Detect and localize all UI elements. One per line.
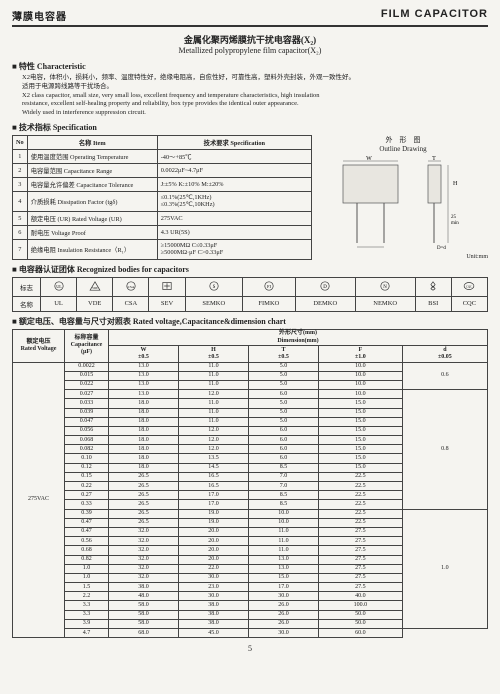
spec-row: 6 耐电压 Voltage Proof 4.3 UR(5S) [13,225,312,239]
body-logo-SEMKO: S [185,277,242,296]
body-logo-BSI [415,277,451,296]
bodies-row-name: 名称 [13,296,41,311]
section-dimension: 额定电压、电容量与尺寸对照表 Rated voltage,Capacitance… [12,316,488,327]
spec-row: 3 电容量允许偏差 Capacitance Tolerance J:±5% K:… [13,177,312,191]
svg-text:CSA: CSA [127,285,134,289]
body-logo-CQC: CQC [451,277,487,296]
svg-text:min: min [451,221,459,226]
svg-text:S: S [212,285,215,290]
page-number: 5 [12,644,488,653]
section-specification: 技术指标 Specification [12,122,488,133]
dim-col: F±1.0 [319,346,403,362]
characteristic-text: X2电容，体积小，损耗小，频率、温度特性好，绝缘电阻高，自愈性好，可靠性高，塑料… [12,74,488,118]
body-name: NEMKO [355,296,415,311]
section-bodies: 电容器认证团体 Recognized bodies for capacitors [12,264,488,275]
char-line: 适用于电源跨线路等干扰场合。 [22,83,488,92]
body-logo-SEV [149,277,185,296]
bodies-table: 标志 ULVDECSASFIDNCQC 名称 ULVDECSASEVSEMKOF… [12,277,488,312]
dim-col: H±0.5 [179,346,249,362]
header-left: 薄膜电容器 [12,8,67,23]
drawing-title-cn: 外 形 图 [386,136,421,144]
body-logo-NEMKO: N [355,277,415,296]
svg-text:CQC: CQC [467,285,473,288]
outline-drawing: 外 形 图Outline Drawing W F H T 25 min D=d … [318,135,488,260]
body-name: FIMKO [242,296,295,311]
dim-row: 4.768.045.030.060.0 [13,629,488,638]
body-logo-CSA: CSA [113,277,149,296]
spec-row: 7 绝缘电阻 Insulation Resistance（R₁） ≥15000M… [13,239,312,259]
body-name: UL [41,296,77,311]
char-line: X2 class capacitor, small size, very sma… [22,92,488,101]
drawing-unit: Unit:mm [318,254,488,260]
dim-col: W±0.5 [109,346,179,362]
body-name: VDE [77,296,113,311]
body-logo-FIMKO: FI [242,277,295,296]
spec-col-item: 名称 Item [27,135,157,149]
label-d: D=d [437,246,446,250]
dim-row: 0.3926.519.010.022.51.0 [13,509,488,518]
drawing-title-en: Outline Drawing [379,145,426,153]
spec-row: 1 使用温度范围 Operating Temperature -40～+85℃ [13,149,312,163]
dimension-table: 额定电压Rated Voltage 标称容量Capacitance(μF) 外形… [12,329,488,638]
svg-text:FI: FI [267,284,271,289]
dim-col: T±0.5 [249,346,319,362]
label-t: T [432,156,436,162]
body-name: CQC [451,296,487,311]
char-line: resistance, excellent self-healing prope… [22,100,488,109]
dim-head-cap: 标称容量Capacitance(μF) [65,329,109,362]
spec-col-no: No [13,135,28,149]
svg-text:N: N [383,285,387,290]
body-name: SEMKO [185,296,242,311]
svg-text:VDE: VDE [92,287,98,290]
spec-table: No 名称 Item 技术要求 Specification 1 使用温度范围 O… [12,135,312,260]
page-header: 薄膜电容器 FILM CAPACITOR [12,8,488,27]
label-w: W [366,156,372,162]
bodies-row-mark: 标志 [13,277,41,296]
body-logo-VDE: VDE [77,277,113,296]
body-name: CSA [113,296,149,311]
dim-col: d±0.05 [402,346,487,362]
char-line: Widely used in interference suppression … [22,109,488,118]
title-en: Metallized polypropylene film capacitor(… [12,46,488,55]
body-name: DEMKO [295,296,355,311]
svg-text:D: D [324,285,328,290]
spec-row: 2 电容量范围 Capacitance Range 0.0022μF~4.7μF [13,163,312,177]
dim-head-group: 外形尺寸(mm)Dimension(mm) [109,329,488,345]
section-characteristic: 特性 Characteristic [12,61,488,72]
body-logo-DEMKO: D [295,277,355,296]
char-line: X2电容，体积小，损耗小，频率、温度特性好，绝缘电阻高，自愈性好，可靠性高，塑料… [22,74,488,83]
label-lead: 25 [451,215,457,220]
dim-rated: 275VAC [13,362,65,638]
label-h: H [453,181,458,187]
dim-head-rv: 额定电压Rated Voltage [13,329,65,362]
spec-row: 5 额定电压 (UR) Rated Voltage (UR) 275VAC [13,211,312,225]
header-right: FILM CAPACITOR [381,8,488,23]
body-name: BSI [415,296,451,311]
title-cn: 金属化聚丙烯膜抗干扰电容器(X₂) [12,33,488,46]
body-name: SEV [149,296,185,311]
dim-row: 275VAC0.002213.011.05.010.00.6 [13,362,488,371]
title-block: 金属化聚丙烯膜抗干扰电容器(X₂) Metallized polypropyle… [12,33,488,55]
spec-col-req: 技术要求 Specification [157,135,311,149]
outline-svg: W F H T 25 min D=d [333,155,473,250]
body-logo-UL: UL [41,277,77,296]
spec-row: 4 介质损耗 Dissipation Factor (tgδ) ≤0.1%(25… [13,191,312,211]
svg-text:UL: UL [56,284,62,289]
dim-row: 0.02713.012.06.010.00.8 [13,390,488,399]
